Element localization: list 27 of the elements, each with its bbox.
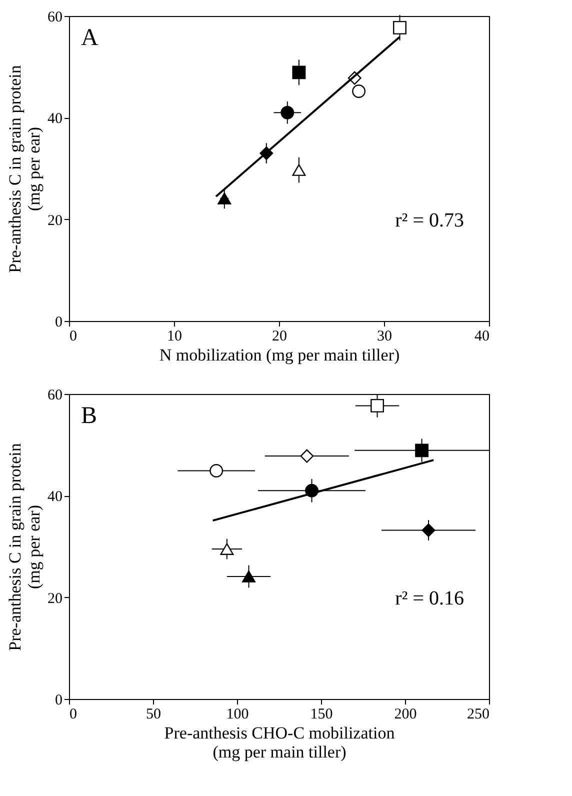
x-tick-label: 30 [377,328,392,344]
x-tick-label: 50 [146,706,161,722]
y-tick-label: 0 [55,692,62,708]
x-axis-title: Pre-anthesis CHO-C mobilization (mg per main tiller) [164,724,396,762]
annotation: A [81,25,99,51]
annotation: B [81,403,98,429]
annotation: r² = 0.73 [395,209,464,232]
x-tick-label: 250 [467,706,490,722]
x-tick-label: 0 [70,328,77,344]
y-tick-label: 40 [48,111,62,128]
annotation: r² = 0.16 [395,587,464,610]
x-tick-label: 40 [474,328,490,344]
y-tick-label: 20 [48,590,62,607]
y-tick-label: 0 [55,314,62,330]
x-tick-label: 150 [310,706,333,722]
y-tick-label: 60 [48,388,62,404]
y-tick-label: 40 [48,489,62,506]
x-tick-label: 100 [226,706,249,722]
y-axis-title: Pre-anthesis C in grain protein (mg per ear) [6,64,44,273]
y-tick-label: 20 [48,212,62,229]
x-tick-label: 200 [394,706,417,722]
x-tick-label: 20 [272,328,287,344]
y-axis-title: Pre-anthesis C in grain protein (mg per ear) [6,442,44,651]
x-axis-title: N mobilization (mg per main tiller) [159,346,400,364]
y-tick-label: 60 [48,10,62,26]
x-tick-label: 0 [70,706,77,722]
x-tick-label: 10 [167,328,182,344]
